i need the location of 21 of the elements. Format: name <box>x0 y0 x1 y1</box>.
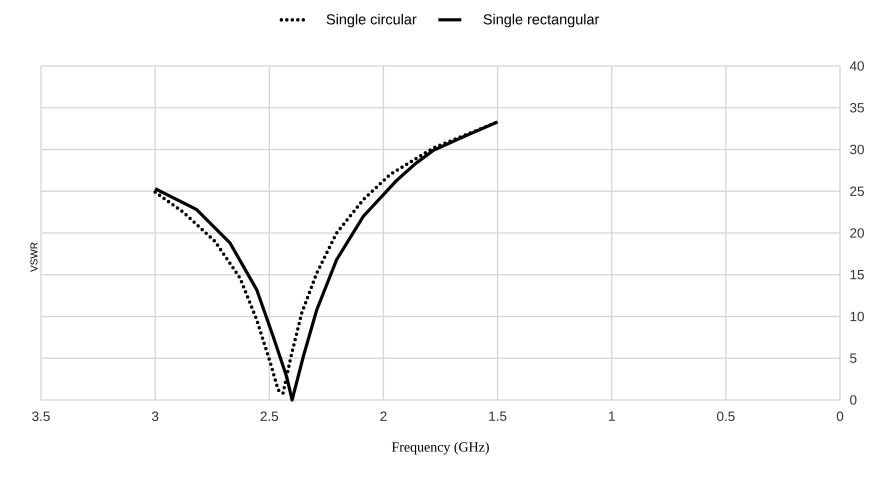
x-tick-label: 3.5 <box>32 412 50 422</box>
y-tick-label: 0 <box>850 395 856 405</box>
y-tick-label: 30 <box>850 144 864 154</box>
legend-label: Single rectangular <box>484 14 600 28</box>
x-tick-label: 1.5 <box>489 412 506 421</box>
y-tick-label: 20 <box>850 228 864 238</box>
legend-label: Single circular <box>326 14 416 28</box>
x-tick-label: 3 <box>152 412 158 422</box>
x-tick-label: 2.5 <box>260 412 278 422</box>
x-tick-label: 1 <box>609 412 615 421</box>
y-tick-label: 35 <box>850 102 864 112</box>
y-tick-label: 25 <box>850 186 864 196</box>
x-tick-label: 0.5 <box>717 412 735 422</box>
y-tick-label: 5 <box>850 354 856 363</box>
x-axis-title: Frequency (GHz) <box>392 442 489 455</box>
y-tick-label: 40 <box>850 61 864 71</box>
y-tick-label: 10 <box>850 312 864 322</box>
x-tick-label: 0 <box>836 412 844 422</box>
y-tick-label: 15 <box>850 270 864 280</box>
x-tick-label: 2 <box>380 412 386 421</box>
y-axis-title: VSWR <box>30 242 38 272</box>
